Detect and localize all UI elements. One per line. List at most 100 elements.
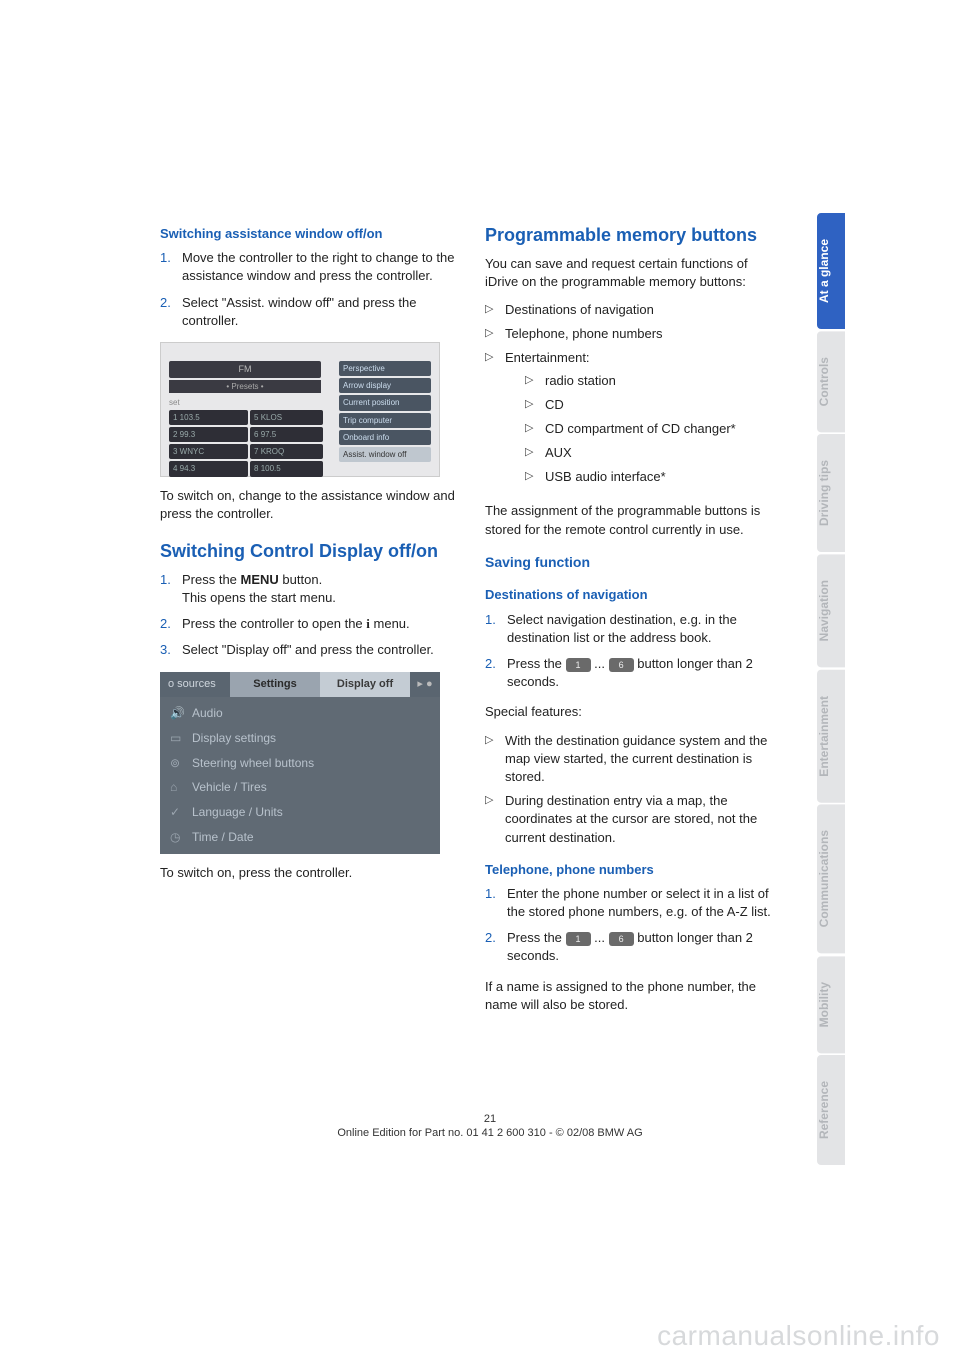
heading-switch-display: Switching Control Display off/on — [160, 541, 455, 563]
list-item: Destinations of navigation — [505, 301, 780, 319]
fig1-cell: 5 KLOS — [250, 410, 323, 425]
section-tabs: At a glance Controls Driving tips Naviga… — [817, 213, 845, 1167]
list-item: AUX — [545, 444, 780, 462]
fig2-tab-arrow: ▸ ● — [410, 672, 440, 697]
menu-label: MENU — [241, 572, 279, 587]
step-num: 1. — [485, 885, 507, 921]
step-num: 3. — [160, 641, 182, 659]
list-item: CD — [545, 396, 780, 414]
step-text: Press the controller to open the i menu. — [182, 615, 455, 633]
para-special: Special features: — [485, 703, 780, 721]
heading-dest-nav: Destinations of navigation — [485, 586, 780, 604]
step-text: Select navigation destination, e.g. in t… — [507, 611, 780, 647]
tab-entertainment[interactable]: Entertainment — [817, 670, 845, 803]
fig2-list: 🔊Audio ▭Display settings ⊚Steering wheel… — [160, 697, 440, 854]
heading-telephone: Telephone, phone numbers — [485, 861, 780, 879]
fig1-ritem: Trip computer — [339, 413, 431, 428]
fig1-cell: 2 99.3 — [169, 427, 248, 442]
heading-saving-function: Saving function — [485, 553, 780, 573]
list-functions: Destinations of navigation Telephone, ph… — [485, 301, 780, 493]
figure-assist-window: FM • Presets • set 1 103.5 5 KLOS 2 99.3… — [160, 342, 440, 477]
fig1-cell: 7 KROQ — [250, 444, 323, 459]
para-name-stored: If a name is assigned to the phone numbe… — [485, 978, 780, 1014]
vehicle-icon: ⌂ — [170, 779, 192, 796]
steps-telephone: 1.Enter the phone number or select it in… — [485, 885, 780, 966]
tab-at-a-glance[interactable]: At a glance — [817, 213, 845, 329]
content-columns: Switching assistance window off/on 1.Mov… — [160, 225, 780, 1024]
left-column: Switching assistance window off/on 1.Mov… — [160, 225, 455, 1024]
fig1-cell: 6 97.5 — [250, 427, 323, 442]
step-num: 2. — [485, 929, 507, 965]
para-switch-on-display: To switch on, press the controller. — [160, 864, 455, 882]
step-text: Press the MENU button. This opens the st… — [182, 571, 455, 607]
page-footer: 21 Online Edition for Part no. 01 41 2 6… — [160, 1113, 820, 1139]
step-text: Select "Assist. window off" and press th… — [182, 294, 455, 330]
fig2-row: ✓Language / Units — [160, 800, 440, 825]
fig1-cell: 4 94.3 — [169, 461, 248, 476]
right-column: Programmable memory buttons You can save… — [485, 225, 780, 1024]
page-number: 21 — [160, 1113, 820, 1125]
list-item: During destination entry via a map, the … — [505, 792, 780, 847]
tab-controls[interactable]: Controls — [817, 331, 845, 432]
tab-mobility[interactable]: Mobility — [817, 956, 845, 1053]
fig1-right-menu: Perspective Arrow display Current positi… — [339, 361, 431, 464]
step-num: 1. — [485, 611, 507, 647]
list-entertainment: radio station CD CD compartment of CD ch… — [525, 372, 780, 487]
audio-icon: 🔊 — [170, 705, 192, 722]
steps-assist: 1.Move the controller to the right to ch… — [160, 249, 455, 330]
step-num: 1. — [160, 249, 182, 285]
step-text: Move the controller to the right to chan… — [182, 249, 455, 285]
key-6-icon: 6 — [609, 932, 634, 946]
steps-display: 1. Press the MENU button. This opens the… — [160, 571, 455, 660]
list-item: USB audio interface* — [545, 468, 780, 486]
list-special: With the destination guidance system and… — [485, 732, 780, 847]
fig1-ritem: Onboard info — [339, 430, 431, 445]
key-1-icon: 1 — [566, 932, 591, 946]
key-6-icon: 6 — [609, 658, 634, 672]
fig2-tab-selected: Settings — [230, 672, 320, 697]
tab-navigation[interactable]: Navigation — [817, 554, 845, 667]
fig1-presets: • Presets • — [169, 380, 321, 393]
fig1-cell: 3 WNYC — [169, 444, 248, 459]
footer-line: Online Edition for Part no. 01 41 2 600 … — [337, 1127, 642, 1139]
fig1-set: set — [169, 397, 321, 408]
tab-driving-tips[interactable]: Driving tips — [817, 434, 845, 552]
list-item: With the destination guidance system and… — [505, 732, 780, 787]
manual-page: Switching assistance window off/on 1.Mov… — [0, 0, 960, 1358]
step-text: Press the 1 ... 6 button longer than 2 s… — [507, 655, 780, 691]
fig2-tab-display-off: Display off — [320, 672, 410, 697]
fig2-row: ⌂Vehicle / Tires — [160, 775, 440, 800]
time-icon: ◷ — [170, 829, 192, 846]
fig1-cell: 1 103.5 — [169, 410, 248, 425]
step-text: Enter the phone number or select it in a… — [507, 885, 780, 921]
para-assignment: The assignment of the programmable butto… — [485, 502, 780, 538]
step-text: Select "Display off" and press the contr… — [182, 641, 455, 659]
para-switch-on-assist: To switch on, change to the assistance w… — [160, 487, 455, 523]
list-item: radio station — [545, 372, 780, 390]
step-num: 2. — [485, 655, 507, 691]
fig2-row: 🔊Audio — [160, 701, 440, 726]
tab-communications[interactable]: Communications — [817, 804, 845, 953]
fig1-grid: 1 103.5 5 KLOS 2 99.3 6 97.5 3 WNYC 7 KR… — [169, 410, 321, 477]
list-item: Telephone, phone numbers — [505, 325, 780, 343]
fig1-fm: FM — [238, 364, 251, 374]
heading-prog-memory: Programmable memory buttons — [485, 225, 780, 247]
list-item: CD compartment of CD changer* — [545, 420, 780, 438]
fig1-ritem: Current position — [339, 395, 431, 410]
step-text: Press the 1 ... 6 button longer than 2 s… — [507, 929, 780, 965]
steps-dest-nav: 1.Select navigation destination, e.g. in… — [485, 611, 780, 692]
para-intro: You can save and request certain functio… — [485, 255, 780, 291]
list-item: Entertainment: radio station CD CD compa… — [505, 349, 780, 492]
step-num: 2. — [160, 294, 182, 330]
fig1-ritem: Perspective — [339, 361, 431, 376]
display-icon: ▭ — [170, 730, 192, 747]
figure-settings-menu: o sources Settings Display off ▸ ● 🔊Audi… — [160, 672, 440, 854]
fig2-row: ◷Time / Date — [160, 825, 440, 850]
step-num: 1. — [160, 571, 182, 607]
fig1-cell: 8 100.5 — [250, 461, 323, 476]
fig1-ritem: Arrow display — [339, 378, 431, 393]
language-icon: ✓ — [170, 804, 192, 821]
fig2-tabs: o sources Settings Display off ▸ ● — [160, 672, 440, 697]
tab-reference[interactable]: Reference — [817, 1055, 845, 1165]
fig2-tab: o sources — [160, 672, 230, 697]
